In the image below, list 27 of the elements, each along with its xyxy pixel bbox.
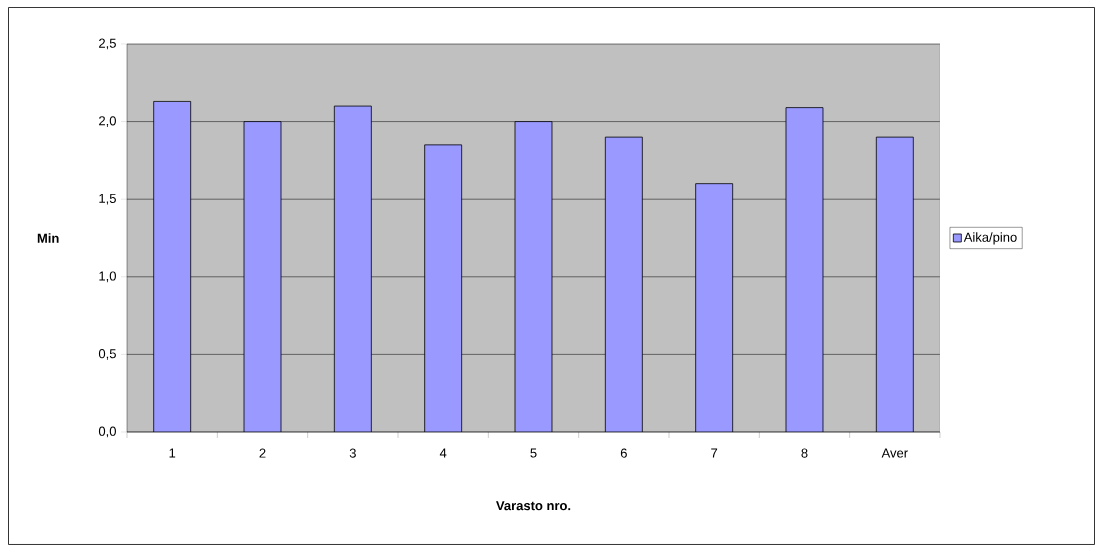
x-tick-label: Aver — [881, 448, 908, 458]
x-tick-label: 6 — [620, 448, 627, 458]
bar — [424, 144, 463, 432]
x-tick-label: 5 — [530, 448, 537, 458]
bar — [243, 121, 282, 432]
y-axis-title: Min — [37, 233, 59, 243]
bar — [153, 101, 192, 432]
x-tick-label: 1 — [169, 448, 176, 458]
bar — [875, 136, 914, 432]
y-tick-label: 2,5 — [99, 38, 116, 50]
x-axis-title: Varasto nro. — [496, 501, 571, 511]
bar — [514, 121, 553, 432]
legend-label: Aika/pino — [963, 232, 1017, 245]
x-tick-label: 8 — [801, 448, 808, 458]
x-tick-label: 7 — [711, 448, 718, 458]
bar — [785, 107, 824, 432]
x-tick-label: 4 — [439, 448, 447, 458]
y-tick-label: 1,0 — [99, 271, 116, 283]
y-tick-label: 2,0 — [99, 116, 116, 127]
y-tick-label: 0,0 — [98, 426, 116, 438]
bar — [604, 136, 643, 432]
x-tick-label: 2 — [259, 448, 266, 458]
bar — [333, 105, 372, 432]
y-tick-label: 1,5 — [99, 193, 116, 205]
bar — [695, 183, 734, 432]
x-tick-label: 3 — [349, 448, 356, 458]
y-tick-label: 0,5 — [98, 349, 116, 360]
